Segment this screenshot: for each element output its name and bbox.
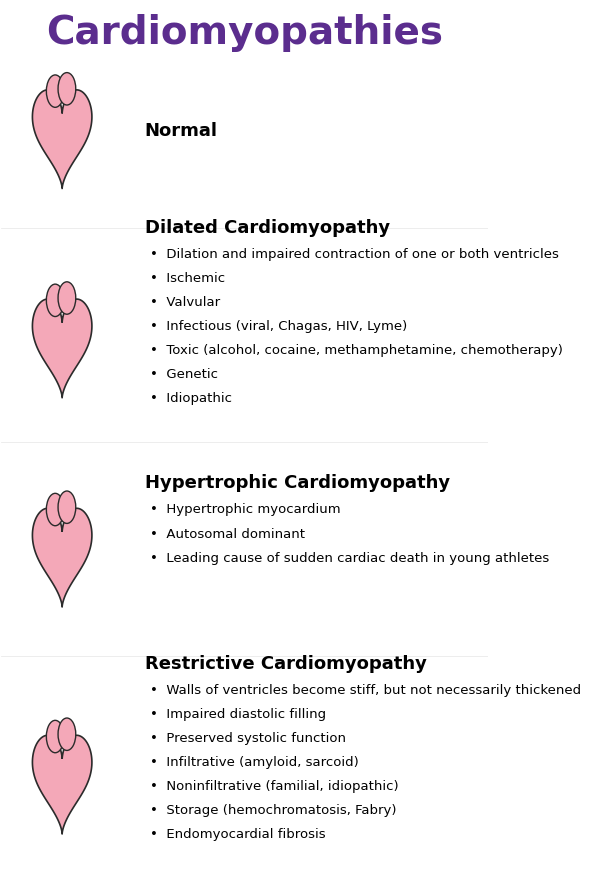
Polygon shape xyxy=(32,299,92,397)
Circle shape xyxy=(58,282,76,314)
Circle shape xyxy=(47,284,64,316)
Text: •  Autosomal dominant: • Autosomal dominant xyxy=(150,528,304,540)
Text: •  Toxic (alcohol, cocaine, methamphetamine, chemotherapy): • Toxic (alcohol, cocaine, methamphetami… xyxy=(150,344,563,357)
Circle shape xyxy=(47,721,64,753)
Text: •  Impaired diastolic filling: • Impaired diastolic filling xyxy=(150,708,326,722)
Text: •  Valvular: • Valvular xyxy=(150,296,220,309)
Circle shape xyxy=(47,75,64,107)
Text: •  Dilation and impaired contraction of one or both ventricles: • Dilation and impaired contraction of o… xyxy=(150,248,559,261)
Text: •  Hypertrophic myocardium: • Hypertrophic myocardium xyxy=(150,504,340,516)
Polygon shape xyxy=(32,90,92,188)
Text: •  Infectious (viral, Chagas, HIV, Lyme): • Infectious (viral, Chagas, HIV, Lyme) xyxy=(150,320,407,333)
Circle shape xyxy=(58,491,76,523)
Polygon shape xyxy=(32,508,92,606)
Text: •  Ischemic: • Ischemic xyxy=(150,272,225,285)
Text: •  Leading cause of sudden cardiac death in young athletes: • Leading cause of sudden cardiac death … xyxy=(150,552,549,564)
Text: Hypertrophic Cardiomyopathy: Hypertrophic Cardiomyopathy xyxy=(145,474,450,492)
Text: •  Infiltrative (amyloid, sarcoid): • Infiltrative (amyloid, sarcoid) xyxy=(150,756,358,769)
Circle shape xyxy=(47,493,64,526)
Text: Restrictive Cardiomyopathy: Restrictive Cardiomyopathy xyxy=(145,655,427,672)
Circle shape xyxy=(58,718,76,750)
Text: •  Preserved systolic function: • Preserved systolic function xyxy=(150,732,346,746)
Polygon shape xyxy=(32,735,92,834)
Text: •  Noninfiltrative (familial, idiopathic): • Noninfiltrative (familial, idiopathic) xyxy=(150,780,398,793)
Text: •  Walls of ventricles become stiff, but not necessarily thickened: • Walls of ventricles become stiff, but … xyxy=(150,684,581,697)
Circle shape xyxy=(58,72,76,105)
Text: •  Endomyocardial fibrosis: • Endomyocardial fibrosis xyxy=(150,829,325,841)
Text: Dilated Cardiomyopathy: Dilated Cardiomyopathy xyxy=(145,219,390,237)
Text: Cardiomyopathies: Cardiomyopathies xyxy=(46,13,443,52)
Text: •  Genetic: • Genetic xyxy=(150,368,218,381)
Text: •  Storage (hemochromatosis, Fabry): • Storage (hemochromatosis, Fabry) xyxy=(150,805,396,817)
Text: Normal: Normal xyxy=(145,121,218,139)
Text: •  Idiopathic: • Idiopathic xyxy=(150,392,231,405)
